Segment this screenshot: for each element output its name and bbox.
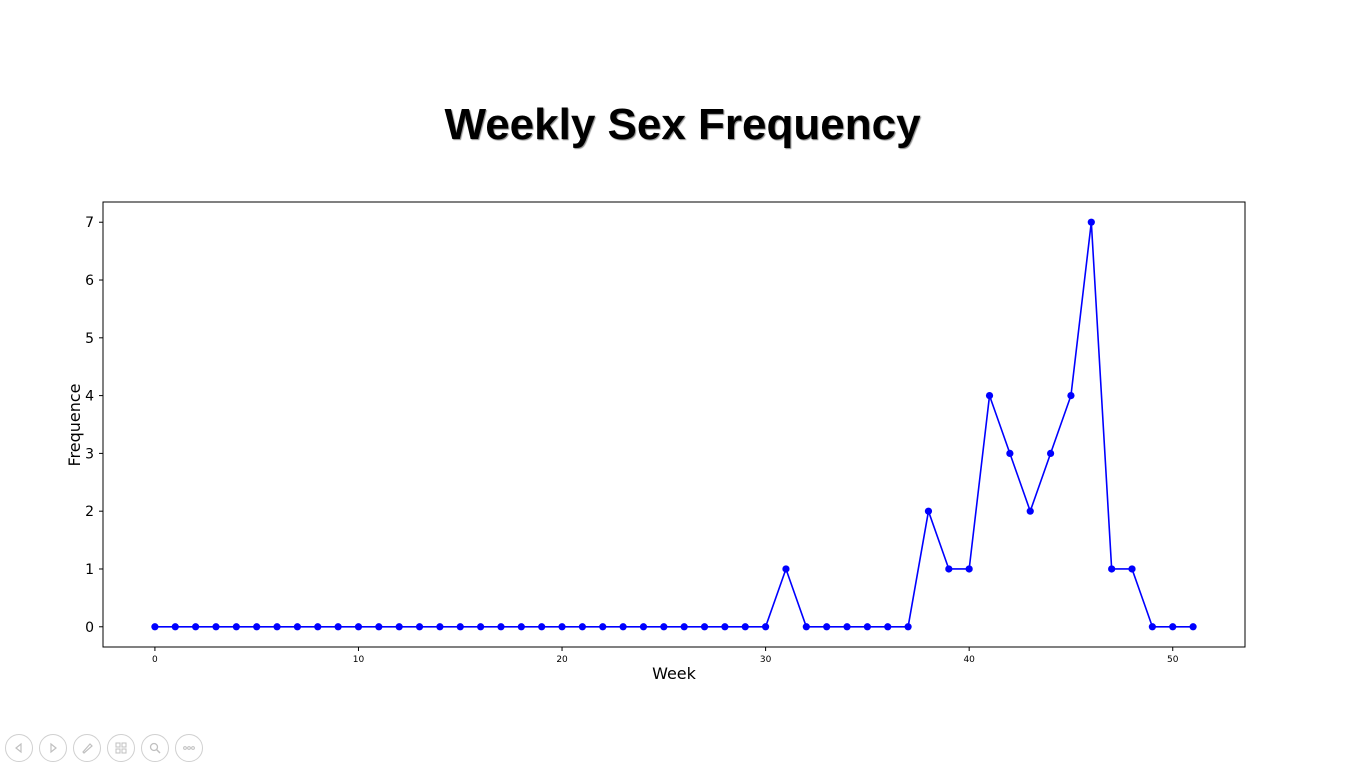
y-tick-label: 3 xyxy=(85,446,94,462)
x-tick-label: 40 xyxy=(963,655,975,665)
data-point xyxy=(639,623,648,631)
data-point xyxy=(721,623,729,631)
data-point xyxy=(1148,623,1156,631)
data-point xyxy=(599,623,607,631)
data-point xyxy=(802,623,810,631)
data-point xyxy=(354,623,363,631)
data-point xyxy=(1046,449,1055,457)
data-point xyxy=(904,623,912,631)
data-point xyxy=(171,623,179,631)
data-point xyxy=(456,623,464,631)
data-point xyxy=(660,623,668,631)
x-tick-label: 10 xyxy=(353,655,365,665)
y-tick-label: 6 xyxy=(85,273,94,289)
slide-title: Weekly Sex Frequency xyxy=(444,100,921,149)
data-point xyxy=(477,623,485,631)
y-tick-label: 4 xyxy=(85,389,94,405)
arrow-left-icon xyxy=(15,742,22,754)
data-point xyxy=(395,623,403,631)
data-point xyxy=(965,565,973,573)
magnifier-icon xyxy=(149,742,161,754)
see-all-slides-button[interactable] xyxy=(107,734,135,762)
x-tick-label: 30 xyxy=(760,655,772,665)
data-point xyxy=(212,623,220,631)
data-point xyxy=(1189,623,1197,631)
data-point xyxy=(1169,623,1177,631)
more-options-button[interactable] xyxy=(175,734,203,762)
data-point xyxy=(945,565,953,573)
data-point xyxy=(884,623,892,631)
data-point xyxy=(273,623,281,631)
x-axis: 0 10 20 30 40 50 xyxy=(152,647,1179,665)
data-point xyxy=(314,623,322,631)
data-point xyxy=(1026,507,1034,515)
data-point xyxy=(436,623,444,631)
data-points xyxy=(151,218,1197,631)
y-axis-label: Frequence xyxy=(65,383,84,466)
plot-area xyxy=(102,201,1246,648)
x-axis-label: Week xyxy=(652,664,697,683)
data-point xyxy=(497,623,505,631)
data-point xyxy=(924,507,933,515)
y-tick-label: 1 xyxy=(85,562,94,578)
series-line xyxy=(154,222,1194,628)
y-tick-label: 7 xyxy=(85,215,94,231)
arrow-right-icon xyxy=(50,742,57,754)
slideshow-controls xyxy=(5,734,203,764)
pen-icon xyxy=(82,743,93,754)
data-point xyxy=(762,623,770,631)
data-point xyxy=(843,623,851,631)
data-point xyxy=(253,623,261,631)
pen-tool-button[interactable] xyxy=(73,734,101,762)
data-point xyxy=(192,623,200,631)
next-slide-button[interactable] xyxy=(39,734,67,762)
data-point xyxy=(232,623,240,631)
y-tick-label: 2 xyxy=(85,504,94,520)
data-point xyxy=(517,623,525,631)
previous-slide-button[interactable] xyxy=(5,734,33,762)
data-point xyxy=(1108,565,1116,573)
data-point xyxy=(619,623,627,631)
slides-grid-icon xyxy=(115,742,127,754)
data-point xyxy=(558,623,566,631)
data-point xyxy=(741,623,749,631)
data-point xyxy=(1128,565,1136,573)
y-tick-label: 5 xyxy=(85,331,94,347)
x-tick-label: 20 xyxy=(556,655,568,665)
data-point xyxy=(823,623,831,631)
data-point xyxy=(415,623,424,631)
data-point xyxy=(863,623,871,631)
data-point xyxy=(680,623,688,631)
data-point xyxy=(293,623,302,631)
data-point xyxy=(700,623,709,631)
data-point xyxy=(334,623,342,631)
data-point xyxy=(1087,218,1095,226)
data-point xyxy=(1006,449,1014,457)
x-tick-label: 0 xyxy=(152,655,158,665)
data-point xyxy=(151,623,159,631)
ellipsis-icon xyxy=(183,746,195,750)
data-point xyxy=(578,623,586,631)
data-point xyxy=(375,623,383,631)
y-axis: 0 1 2 3 4 5 6 7 xyxy=(85,215,103,636)
y-tick-label: 0 xyxy=(85,620,94,636)
x-tick-label: 50 xyxy=(1167,655,1179,665)
zoom-button[interactable] xyxy=(141,734,169,762)
data-point xyxy=(1067,392,1075,400)
data-point xyxy=(538,623,546,631)
data-point xyxy=(782,565,790,573)
data-point xyxy=(985,392,994,400)
